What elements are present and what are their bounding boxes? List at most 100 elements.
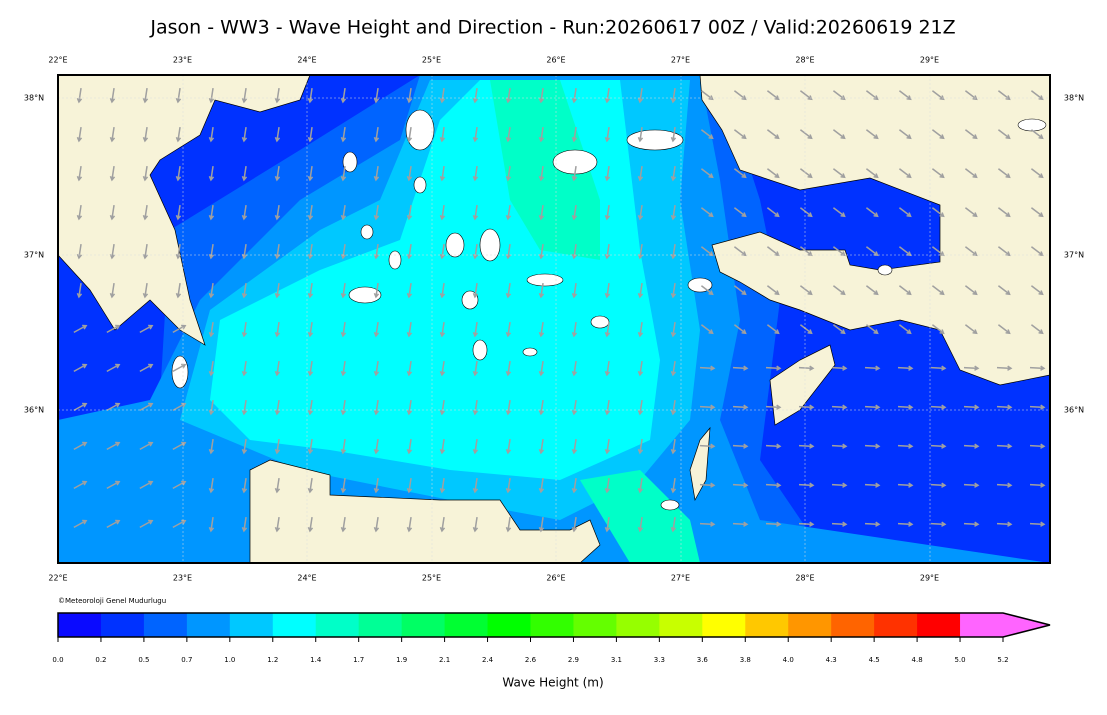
arrow <box>1029 522 1045 526</box>
arrow <box>1030 246 1044 256</box>
arrow <box>375 282 379 298</box>
arrow-head <box>439 292 446 299</box>
arrow <box>441 87 445 103</box>
arrow <box>177 165 181 181</box>
arrow-head <box>307 409 314 416</box>
arrow <box>210 126 214 142</box>
arrow <box>408 360 412 376</box>
arrow-head <box>439 136 446 143</box>
arrow <box>606 477 610 493</box>
arrow <box>106 402 120 412</box>
arrow <box>342 360 346 376</box>
arrow <box>139 519 153 529</box>
arrow-head <box>873 173 879 179</box>
arrow-head <box>1038 290 1044 296</box>
arrow-head <box>941 521 947 527</box>
arrow-head <box>941 404 947 410</box>
arrow-head <box>604 292 611 299</box>
arrow <box>375 243 379 259</box>
arrow <box>1029 405 1045 409</box>
arrow-head <box>148 480 154 486</box>
arrow <box>831 444 847 448</box>
arrow-head <box>637 97 644 104</box>
arrow <box>672 87 676 103</box>
arrow <box>342 165 346 181</box>
latitude-label: 36°N <box>1064 406 1084 415</box>
arrow-head <box>373 409 380 416</box>
arrow-head <box>972 212 978 218</box>
arrow-head <box>875 365 881 371</box>
arrow <box>865 207 879 217</box>
arrow-head <box>472 214 479 221</box>
arrow-head <box>241 448 248 455</box>
arrow-head <box>743 521 749 527</box>
arrow-head <box>670 331 677 338</box>
arrow-head <box>1038 95 1044 101</box>
arrow <box>964 168 978 178</box>
colorbar-segment <box>788 613 832 637</box>
arrow-head <box>637 487 644 494</box>
arrow-head <box>1038 173 1044 179</box>
arrow-head <box>241 175 248 182</box>
arrow-head <box>538 331 545 338</box>
arrow <box>864 444 880 448</box>
arrow <box>606 282 610 298</box>
arrow-head <box>774 212 780 218</box>
arrow <box>606 87 610 103</box>
arrow <box>865 246 879 256</box>
arrow-head <box>774 173 780 179</box>
arrow-head <box>741 173 747 179</box>
arrow <box>210 360 214 376</box>
arrow <box>276 204 280 220</box>
arrow-head <box>741 134 747 140</box>
longitude-label: 28°E <box>795 574 814 583</box>
land <box>769 344 836 426</box>
arrow-head <box>1005 329 1011 335</box>
arrow-head <box>708 290 714 296</box>
arrow <box>573 243 577 259</box>
arrow-head <box>974 365 980 371</box>
arrow <box>700 246 714 256</box>
arrow <box>309 243 313 259</box>
arrow <box>375 165 379 181</box>
arrow-head <box>1038 212 1044 218</box>
arrow <box>1029 483 1045 487</box>
colorbar-tick-label: 0.0 <box>52 656 63 664</box>
arrow-head <box>972 251 978 257</box>
arrow-head <box>710 404 716 410</box>
latitude-label: 36°N <box>24 406 44 415</box>
arrow-head <box>908 443 914 449</box>
arrow-head <box>274 214 281 221</box>
arrow-head <box>670 448 677 455</box>
arrow-head <box>741 212 747 218</box>
arrow-head <box>241 331 248 338</box>
arrow <box>78 243 82 259</box>
arrow-head <box>142 253 149 260</box>
arrow-head <box>1005 290 1011 296</box>
arrow <box>898 90 912 100</box>
arrow <box>172 519 186 529</box>
arrow <box>963 522 979 526</box>
arrow <box>766 285 780 295</box>
arrow <box>573 282 577 298</box>
arrow-head <box>340 97 347 104</box>
arrow-head <box>875 443 881 449</box>
arrow <box>898 168 912 178</box>
land <box>249 459 601 563</box>
colorbar-segment <box>874 613 918 637</box>
arrow <box>243 438 247 454</box>
arrow-head <box>873 134 879 140</box>
arrow <box>865 324 879 334</box>
arrow-head <box>439 97 446 104</box>
arrow-head <box>538 136 545 143</box>
arrow <box>865 285 879 295</box>
arrow <box>964 246 978 256</box>
arrow-head <box>505 331 512 338</box>
arrow <box>474 399 478 415</box>
arrow <box>540 282 544 298</box>
arrow <box>798 366 814 370</box>
arrow-head <box>208 409 215 416</box>
arrow-head <box>1007 404 1013 410</box>
arrow <box>672 438 676 454</box>
arrow-head <box>809 443 815 449</box>
